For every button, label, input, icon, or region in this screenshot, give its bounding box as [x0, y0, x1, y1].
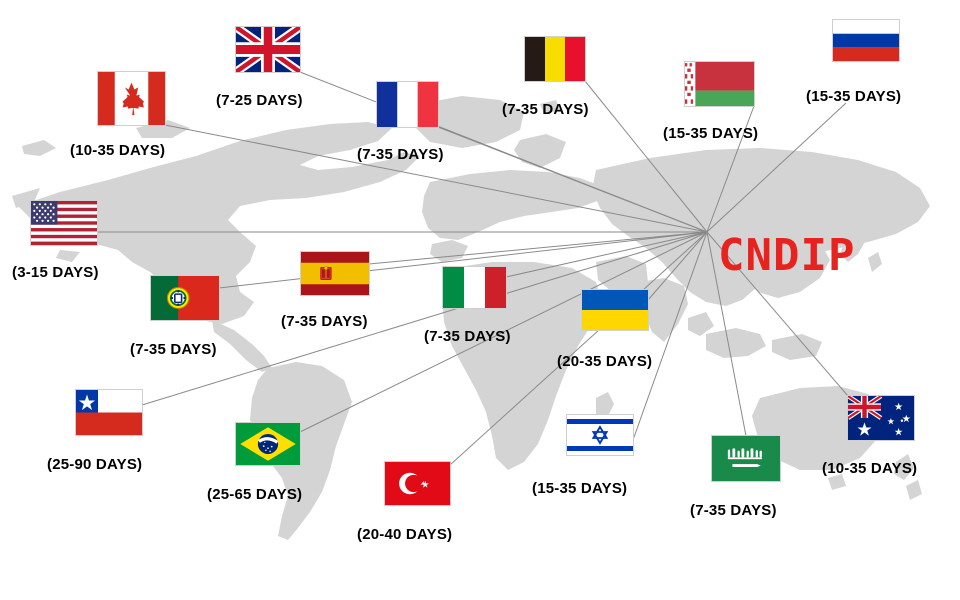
flag-italy-icon — [443, 267, 506, 308]
connector-line-spain — [368, 231, 708, 265]
flag-saudi-arabia-icon — [712, 436, 780, 481]
delivery-time-label-chile: (25-90 DAYS) — [47, 456, 143, 473]
flag-australia-icon — [848, 396, 914, 440]
flag-turkey-icon — [385, 462, 450, 505]
delivery-time-label-russia: (15-35 DAYS) — [806, 88, 902, 105]
delivery-time-label-uk: (7-25 DAYS) — [216, 92, 303, 109]
flag-belarus-icon — [685, 62, 754, 106]
connector-line-canada — [164, 124, 708, 233]
delivery-time-label-portugal: (7-35 DAYS) — [130, 341, 217, 358]
connector-line-saudi-arabia — [706, 231, 747, 437]
hub-label-cndip: CNDIP — [718, 230, 856, 281]
delivery-time-label-belgium: (7-35 DAYS) — [502, 101, 589, 118]
delivery-time-label-france: (7-35 DAYS) — [357, 146, 444, 163]
connector-line-ukraine — [647, 231, 708, 301]
delivery-time-label-israel: (15-35 DAYS) — [532, 480, 628, 497]
delivery-time-label-brazil: (25-65 DAYS) — [207, 486, 303, 503]
flag-ukraine-icon — [582, 290, 648, 330]
flag-portugal-icon — [151, 276, 219, 320]
flag-chile-icon — [76, 390, 142, 435]
delivery-time-label-italy: (7-35 DAYS) — [424, 328, 511, 345]
connector-line-brazil — [299, 231, 708, 433]
flag-canada-icon — [98, 72, 165, 125]
delivery-time-label-usa: (3-15 DAYS) — [12, 264, 99, 281]
flag-france-icon — [377, 82, 438, 127]
flag-usa-icon — [31, 201, 97, 245]
connector-line-australia — [706, 231, 849, 397]
connector-line-russia — [706, 102, 847, 233]
delivery-time-label-australia: (10-35 DAYS) — [822, 460, 918, 477]
delivery-time-label-turkey: (20-40 DAYS) — [357, 526, 453, 543]
connector-line-italy — [505, 231, 708, 278]
delivery-time-label-spain: (7-35 DAYS) — [281, 313, 368, 330]
flag-russia-icon — [833, 20, 899, 61]
connector-line-turkey — [449, 231, 708, 466]
delivery-time-label-belarus: (15-35 DAYS) — [663, 125, 759, 142]
delivery-time-label-saudi-arabia: (7-35 DAYS) — [690, 502, 777, 519]
flag-belgium-icon — [525, 37, 585, 81]
connector-line-france — [437, 126, 708, 233]
connector-line-portugal — [218, 231, 708, 289]
flag-spain-icon — [301, 252, 369, 295]
delivery-time-label-ukraine: (20-35 DAYS) — [557, 353, 653, 370]
connector-line-israel — [632, 231, 708, 441]
flag-israel-icon — [567, 415, 633, 455]
connector-line-belarus — [706, 105, 755, 233]
flag-brazil-icon — [236, 423, 300, 465]
delivery-time-label-canada: (10-35 DAYS) — [70, 142, 166, 159]
flag-uk-icon — [236, 27, 300, 72]
connector-line-belgium — [584, 80, 708, 233]
connector-line-chile — [141, 231, 708, 406]
